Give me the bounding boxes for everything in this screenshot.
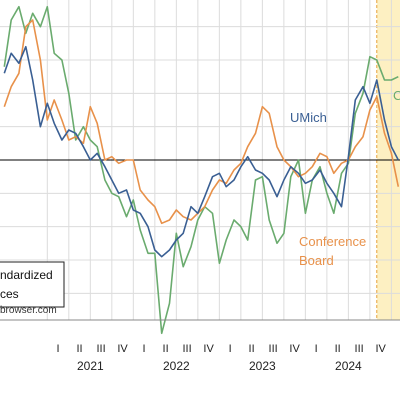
year-tick-label: 2023 [249,359,276,373]
conference-board-line [3,19,400,225]
third-series-line [3,5,399,335]
quarter-tick-label: I [143,343,146,355]
partial-series-label: C [393,88,400,103]
quarter-tick-label: I [315,343,318,355]
quarter-tick-label: IV [117,343,128,355]
quarter-tick-label: I [57,343,60,355]
legend-frame [0,261,65,308]
legend-line2: ces [0,287,19,301]
quarter-tick-label: II [335,343,341,355]
conference-board-label-line1: Conference [299,234,366,249]
conference-board-label-line2: Board [299,253,334,268]
quarter-tick-label: I [229,343,232,355]
legend-line1: ndardized [0,268,53,282]
legend-box: ndardized ces [0,261,65,308]
annotations: UMich Conference Board C [290,88,400,268]
quarter-tick-label: III [269,343,278,355]
quarter-tick-label: III [183,343,192,355]
quarter-tick-label: II [249,343,255,355]
series-lines [3,5,400,335]
umich-label: UMich [290,110,327,125]
year-tick-label: 2022 [163,359,190,373]
quarter-tick-label: II [163,343,169,355]
quarter-tick-label: III [96,343,105,355]
umich-line [3,45,400,258]
year-tick-label: 2021 [77,359,104,373]
x-axis: IIIIIIIVIIIIIIIVIIIIIIIVIIIIIIIVI2021202… [0,319,400,373]
quarter-tick-label: IV [375,343,386,355]
source-credit: browser.com [0,305,57,316]
quarter-tick-label: IV [203,343,214,355]
quarter-tick-label: IV [289,343,300,355]
quarter-tick-label: III [355,343,364,355]
year-tick-label: 2024 [335,359,362,373]
quarter-tick-label: II [77,343,83,355]
